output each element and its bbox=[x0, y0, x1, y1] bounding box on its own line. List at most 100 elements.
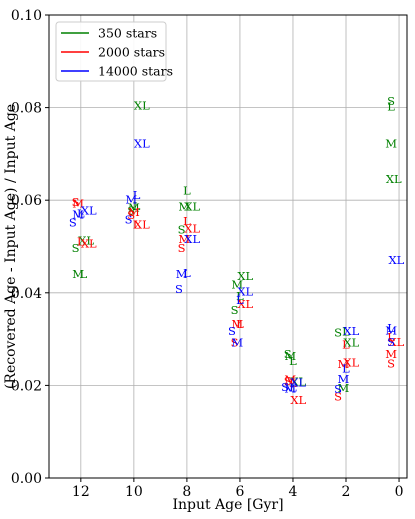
data-point-m: M bbox=[128, 201, 140, 215]
data-point-xl: XL bbox=[237, 297, 253, 311]
data-point-m: M bbox=[337, 372, 349, 386]
data-point-l: L bbox=[342, 362, 350, 376]
x-axis-title: Input Age [Gyr] bbox=[172, 497, 283, 513]
data-point-xl: XL bbox=[290, 393, 306, 407]
data-point-l: L bbox=[183, 266, 191, 280]
data-point-s: S bbox=[72, 241, 80, 255]
data-point-m: M bbox=[284, 382, 296, 396]
data-point-l: L bbox=[77, 234, 85, 248]
data-point-l: L bbox=[133, 188, 141, 202]
x-tick-label: 2 bbox=[342, 484, 351, 500]
data-point-xl: XL bbox=[184, 232, 200, 246]
data-point-xl: XL bbox=[290, 376, 306, 390]
x-tick-label: 12 bbox=[72, 484, 90, 500]
data-point-m: M bbox=[72, 267, 84, 281]
data-point-xl: XL bbox=[81, 236, 97, 250]
data-point-s: S bbox=[178, 241, 186, 255]
data-point-m: M bbox=[337, 357, 349, 371]
data-point-l: L bbox=[342, 325, 350, 339]
x-tick-label: 0 bbox=[395, 484, 404, 500]
data-point-l: L bbox=[133, 199, 141, 213]
data-markers: SMLXLSMLXLSMLXLSMLXLSMLXLSMLXLSMLXLSMLXL… bbox=[69, 94, 405, 407]
data-point-s: S bbox=[127, 208, 135, 222]
data-point-s: S bbox=[69, 215, 77, 229]
data-point-xl: XL bbox=[134, 218, 150, 232]
y-tick-label: 0.08 bbox=[11, 101, 42, 117]
y-tick-label: 0.02 bbox=[11, 378, 42, 394]
data-point-l: L bbox=[289, 376, 297, 390]
data-point-l: L bbox=[387, 100, 395, 114]
data-point-m: M bbox=[72, 208, 84, 222]
data-point-xl: XL bbox=[343, 355, 359, 369]
data-point-l: L bbox=[236, 293, 244, 307]
data-point-s: S bbox=[228, 324, 236, 338]
plot-frame bbox=[48, 14, 408, 479]
data-point-m: M bbox=[385, 323, 397, 337]
data-point-s: S bbox=[281, 380, 289, 394]
data-point-xl: XL bbox=[290, 375, 306, 389]
data-point-s: S bbox=[178, 222, 186, 236]
data-point-xl: XL bbox=[134, 99, 150, 113]
legend-box bbox=[55, 21, 167, 82]
data-point-l: L bbox=[183, 183, 191, 197]
data-point-m: M bbox=[337, 381, 349, 395]
data-point-l: L bbox=[387, 330, 395, 344]
x-axis-ticks: 12 10 8 6 4 2 0 bbox=[72, 478, 404, 500]
data-point-m: M bbox=[178, 200, 190, 214]
data-point-m: M bbox=[231, 335, 243, 349]
data-point-m: M bbox=[385, 136, 397, 150]
x-tick-label: 6 bbox=[235, 484, 244, 500]
data-point-s: S bbox=[334, 382, 342, 396]
data-point-l: L bbox=[387, 321, 395, 335]
x-tick-label: 4 bbox=[289, 484, 298, 500]
data-point-s: S bbox=[231, 303, 239, 317]
legend-label: 14000 stars bbox=[98, 64, 173, 79]
data-point-s: S bbox=[125, 213, 133, 227]
data-point-l: L bbox=[236, 317, 244, 331]
data-point-xl: XL bbox=[343, 335, 359, 349]
data-point-s: S bbox=[127, 203, 135, 217]
data-point-l: L bbox=[236, 289, 244, 303]
data-point-m: M bbox=[72, 196, 84, 210]
data-point-xl: XL bbox=[237, 284, 253, 298]
legend-label: 350 stars bbox=[98, 26, 157, 41]
data-point-s: S bbox=[284, 347, 292, 361]
data-point-m: M bbox=[385, 347, 397, 361]
legend-label: 2000 stars bbox=[98, 45, 165, 60]
data-point-l: L bbox=[342, 338, 350, 352]
data-point-xl: XL bbox=[386, 172, 402, 186]
y-tick-label: 0.00 bbox=[11, 471, 42, 487]
y-axis-ticks: 0.00 0.02 0.04 0.06 0.08 0.10 bbox=[11, 8, 49, 487]
data-point-xl: XL bbox=[81, 203, 97, 217]
data-point-l: L bbox=[183, 214, 191, 228]
data-point-m: M bbox=[284, 349, 296, 363]
gridlines bbox=[49, 14, 407, 479]
data-point-m: M bbox=[231, 277, 243, 291]
y-tick-label: 0.04 bbox=[11, 286, 42, 302]
data-point-s: S bbox=[175, 282, 183, 296]
data-point-xl: XL bbox=[184, 221, 200, 235]
data-point-s: S bbox=[334, 390, 342, 404]
data-point-s: S bbox=[231, 335, 239, 349]
legend: 350 stars 2000 stars 14000 stars bbox=[55, 21, 173, 82]
data-point-m: M bbox=[125, 193, 137, 207]
data-point-s: S bbox=[387, 357, 395, 371]
data-point-s: S bbox=[334, 326, 342, 340]
data-point-m: M bbox=[176, 267, 188, 281]
data-point-xl: XL bbox=[343, 324, 359, 338]
x-tick-label: 8 bbox=[182, 484, 191, 500]
data-point-s: S bbox=[72, 195, 80, 209]
data-point-xl: XL bbox=[388, 335, 404, 349]
data-point-xl: XL bbox=[237, 269, 253, 283]
data-point-xl: XL bbox=[388, 253, 404, 267]
data-point-l: L bbox=[133, 218, 141, 232]
data-point-xl: XL bbox=[78, 233, 94, 247]
data-point-l: L bbox=[289, 380, 297, 394]
data-point-m: M bbox=[231, 317, 243, 331]
data-point-s: S bbox=[387, 94, 395, 108]
data-point-xl: XL bbox=[134, 137, 150, 151]
data-point-s: S bbox=[284, 374, 292, 388]
data-point-l: L bbox=[77, 207, 85, 221]
data-point-l: L bbox=[289, 354, 297, 368]
